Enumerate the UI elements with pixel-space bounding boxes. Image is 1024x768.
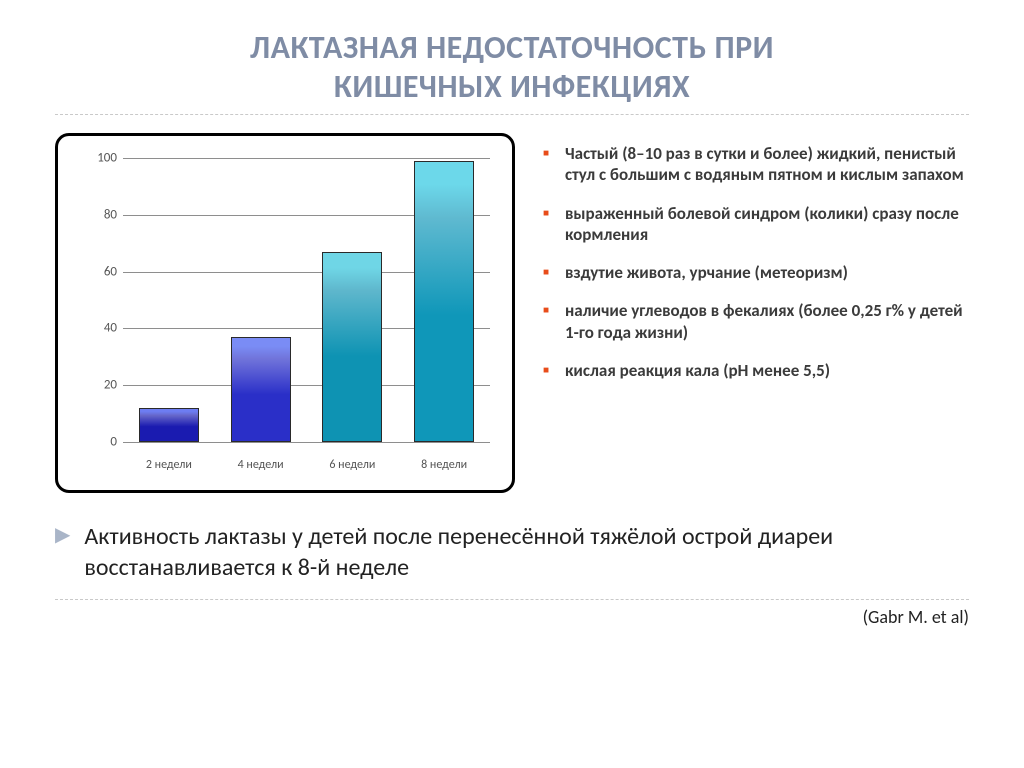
y-tick-label: 80 <box>89 207 117 222</box>
bars <box>123 158 490 442</box>
title-line2: КИШЕЧНЫХ ИНФЕКЦИЯХ <box>55 67 969 106</box>
y-tick-label: 100 <box>89 151 117 166</box>
bullet-list: Частый (8–10 раз в сутки и более) жидкий… <box>543 133 969 493</box>
bar-chart: 020406080100 2 недели4 недели6 недели8 н… <box>55 133 515 493</box>
title-line1: ЛАКТАЗНАЯ НЕДОСТАТОЧНОСТЬ ПРИ <box>55 28 969 67</box>
divider-bottom <box>55 599 969 600</box>
list-item: кислая реакция кала (рН менее 5,5) <box>543 360 969 381</box>
x-tick-label: 4 недели <box>231 458 291 472</box>
bar <box>414 161 474 442</box>
title-block: ЛАКТАЗНАЯ НЕДОСТАТОЧНОСТЬ ПРИ КИШЕЧНЫХ И… <box>55 28 969 106</box>
list-item: Частый (8–10 раз в сутки и более) жидкий… <box>543 143 969 186</box>
chevron-right-icon: ▶ <box>55 521 70 549</box>
y-tick-label: 60 <box>89 264 117 279</box>
bar <box>322 252 382 442</box>
citation: (Gabr M. et al) <box>55 606 969 628</box>
bar <box>139 408 199 442</box>
bar <box>231 337 291 442</box>
plot-area: 020406080100 <box>123 158 490 442</box>
x-tick-label: 8 недели <box>414 458 474 472</box>
y-tick-label: 20 <box>89 378 117 393</box>
gridline <box>123 442 490 443</box>
list-item: вздутие живота, урчание (метеоризм) <box>543 262 969 283</box>
bullet-ul: Частый (8–10 раз в сутки и более) жидкий… <box>543 143 969 381</box>
x-tick-label: 6 недели <box>322 458 382 472</box>
content-row: 020406080100 2 недели4 недели6 недели8 н… <box>55 133 969 493</box>
x-axis-labels: 2 недели 4 недели 6 недели 8 недели <box>123 458 490 472</box>
list-item: наличие углеводов в фекалиях (более 0,25… <box>543 300 969 343</box>
conclusion-row: ▶ Активность лактазы у детей после перен… <box>55 521 969 583</box>
divider-top <box>55 114 969 115</box>
slide: ЛАКТАЗНАЯ НЕДОСТАТОЧНОСТЬ ПРИ КИШЕЧНЫХ И… <box>0 0 1024 768</box>
y-tick-label: 0 <box>89 435 117 450</box>
y-tick-label: 40 <box>89 321 117 336</box>
x-tick-label: 2 недели <box>139 458 199 472</box>
list-item: выраженный болевой синдром (колики) сраз… <box>543 203 969 246</box>
conclusion-text: Активность лактазы у детей после перенес… <box>84 521 969 583</box>
